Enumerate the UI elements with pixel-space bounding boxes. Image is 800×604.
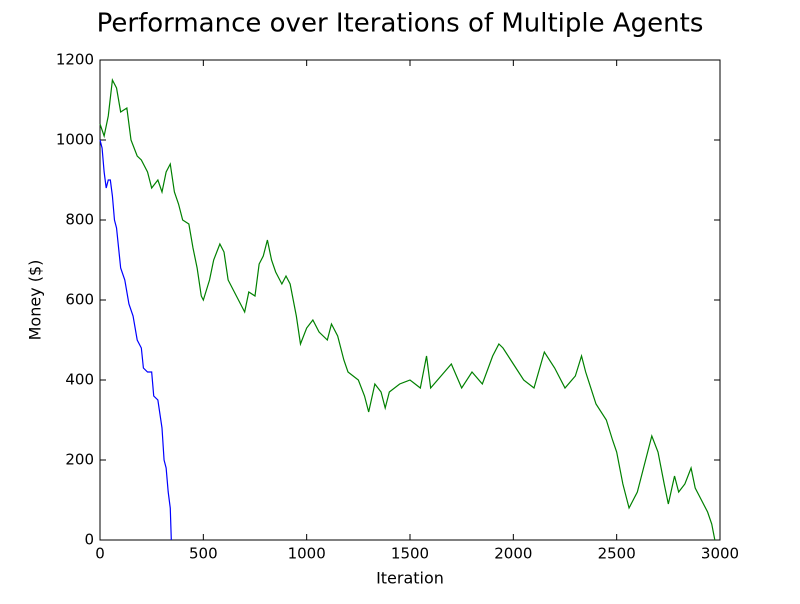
x-tick-label: 500 <box>189 545 218 563</box>
line-series <box>99 77 716 541</box>
x-tick-label: 3000 <box>701 545 739 563</box>
y-tick-label: 800 <box>65 211 94 229</box>
line-series <box>99 139 172 541</box>
y-tick-label: 1000 <box>56 131 94 149</box>
x-axis-label: Iteration <box>376 569 444 588</box>
x-tick-label: 1000 <box>288 545 326 563</box>
y-tick-label: 600 <box>65 291 94 309</box>
y-tick-label: 400 <box>65 371 94 389</box>
y-tick-label: 0 <box>84 531 94 549</box>
x-tick-label: 0 <box>95 545 105 563</box>
chart-title: Performance over Iterations of Multiple … <box>97 9 704 39</box>
x-tick-label: 1500 <box>391 545 429 563</box>
x-tick-label: 2000 <box>494 545 532 563</box>
y-tick-label: 200 <box>65 451 94 469</box>
plot-frame <box>99 59 721 541</box>
x-tick-label: 2500 <box>598 545 636 563</box>
y-tick-label: 1200 <box>56 51 94 69</box>
y-axis-label: Money ($) <box>26 260 45 341</box>
